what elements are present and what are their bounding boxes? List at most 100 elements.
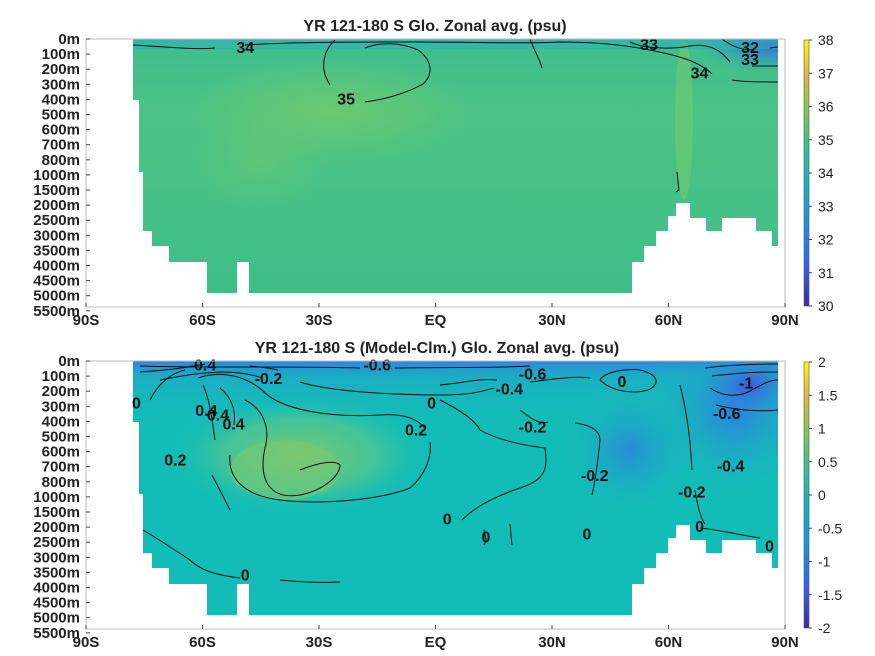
bottom-y-ticks: 0m100m200m300m400m500m600m700m800m1000m1…: [33, 353, 90, 642]
top-heatmap: [133, 39, 778, 293]
top-y-tick-label: 300m: [42, 76, 80, 93]
top-x-tick-label: 30S: [306, 312, 333, 329]
bottom-y-tick-label: 200m: [42, 383, 80, 400]
bottom-x-tick-label: 90N: [771, 634, 799, 651]
top-colorbar-tick-label: 33: [818, 198, 834, 214]
top-y-tick-label: 2000m: [33, 197, 80, 214]
bottom-y-tick-label: 5000m: [33, 610, 80, 627]
top-y-tick-label: 3500m: [33, 242, 80, 259]
bottom-y-tick-label: 4500m: [33, 595, 80, 612]
bottom-contour-label: 0.4: [195, 403, 217, 420]
bottom-y-tick-label: 0m: [58, 353, 80, 370]
top-colorbar-tick-label: 35: [818, 132, 834, 148]
top-contour-north: [675, 171, 680, 193]
bottom-contour-arctic: [704, 363, 779, 412]
top-contour-33: [629, 41, 778, 67]
bottom-colorbar-tick-label: 0: [818, 487, 826, 503]
top-y-tick-label: 2500m: [33, 212, 80, 229]
top-y-tick-label: 800m: [42, 152, 80, 169]
bottom-contours: [139, 363, 779, 583]
top-contour-34: [132, 41, 779, 83]
bottom-y-tick-label: 2500m: [33, 534, 80, 551]
top-contour-eq: [529, 38, 543, 69]
bottom-contour-label: 0.2: [405, 422, 427, 439]
bottom-contour-label: -0.2: [581, 468, 609, 485]
bottom-contour-label: -0.4: [717, 459, 745, 476]
bottom-contour-label: 0: [427, 395, 436, 412]
bottom-contour-02: [202, 384, 231, 511]
top-y-ticks: 0m100m200m300m400m500m600m700m800m1000m1…: [33, 31, 90, 320]
top-salty-core-south: [190, 110, 330, 210]
top-colorbar-ticks: 38 37 36 35 34 33 32 31 30: [809, 32, 834, 314]
bottom-colorbar-ticks: 2 1.5 1 0.5 0 -0.5 -1 -1.5 -2: [809, 354, 842, 636]
top-y-tick-label: 700m: [42, 137, 80, 154]
bottom-y-tick-label: 600m: [42, 444, 80, 461]
top-y-tick-label: 1500m: [33, 182, 80, 199]
bottom-colorbar-tick-label: 1.5: [818, 387, 838, 403]
bottom-x-ticks: 90S 60S 30S EQ 30N 60N 90N: [73, 625, 799, 651]
bottom-colorbar-tick-label: 1: [818, 421, 826, 437]
top-y-tick-label: 100m: [42, 46, 80, 63]
top-y-tick-label: 600m: [42, 122, 80, 139]
top-y-tick-label: 3000m: [33, 227, 80, 244]
bottom-colorbar-gradient: [803, 361, 810, 629]
bottom-y-tick-label: 700m: [42, 459, 80, 476]
top-colorbar: 38 37 36 35 34 33 32 31 30: [803, 32, 834, 314]
bottom-x-tick-label: 90S: [73, 634, 100, 651]
bottom-contour-label: -0.4: [189, 358, 217, 375]
bottom-y-tick-label: 400m: [42, 413, 80, 430]
bottom-contour-0-south: [142, 529, 341, 583]
bottom-colorbar-tick-label: -0.5: [818, 520, 842, 536]
bottom-contour-label: -0.2: [678, 484, 706, 501]
bottom-contour-deep: [483, 523, 761, 546]
bottom-y-tick-label: 4000m: [33, 580, 80, 597]
bottom-contour-label: 0: [765, 539, 774, 556]
top-x-ticks: 90S 60S 30S EQ 30N 60N 90N: [73, 303, 799, 329]
bottom-contour-label: 0: [695, 519, 704, 536]
top-contour-label: 34: [236, 40, 254, 57]
top-y-tick-label: 0m: [58, 31, 80, 48]
bottom-contour-label: -0.2: [519, 419, 547, 436]
bottom-contour-labels: -0.4-0.2-0.6-0.6-0.4 0 -1-0.60 0.40.40.400.…: [132, 358, 774, 585]
bottom-contour-label: 0.4: [207, 407, 229, 424]
top-y-tick-label: 4500m: [33, 273, 80, 290]
bottom-y-tick-label: 1500m: [33, 504, 80, 521]
bottom-chart-title: YR 121-180 S (Model-Clm.) Glo. Zonal avg…: [255, 340, 620, 357]
bottom-panel: YR 121-180 S (Model-Clm.) Glo. Zonal avg…: [33, 340, 842, 651]
bottom-contour-label: 0.2: [164, 453, 186, 470]
top-contours: [132, 38, 779, 193]
top-colorbar-tick-label: 34: [818, 165, 834, 181]
top-surface-strip: [133, 39, 778, 49]
top-colorbar-tick-label: 31: [818, 265, 834, 281]
top-colorbar-tick-label: 30: [818, 298, 834, 314]
bottom-colorbar-tick-label: -2: [818, 620, 831, 636]
bottom-contour-label: 0: [443, 512, 452, 529]
top-y-tick-label: 200m: [42, 61, 80, 78]
bottom-x-tick-label: 60N: [655, 634, 683, 651]
bottom-contour-neg02-north: [679, 384, 706, 525]
top-panel: YR 121-180 S Glo. Zonal avg. (psu) 34353…: [33, 18, 834, 329]
top-y-tick-label: 400m: [42, 91, 80, 108]
bottom-contour-label: 0: [482, 530, 491, 547]
bottom-contour-neg04-west: [139, 363, 279, 373]
top-y-tick-label: 500m: [42, 107, 80, 124]
bottom-y-tick-label: 2000m: [33, 519, 80, 536]
bottom-contour-label: 0.4: [222, 416, 244, 433]
top-contour-label: 34: [691, 66, 709, 83]
bottom-y-tick-label: 100m: [42, 368, 80, 385]
top-contour-label: 33: [640, 37, 658, 54]
top-x-tick-label: 90S: [73, 312, 100, 329]
bottom-arctic-core: [705, 361, 778, 415]
bottom-y-tick-label: 3000m: [33, 549, 80, 566]
bottom-y-tick-label: 800m: [42, 474, 80, 491]
top-x-tick-label: EQ: [425, 312, 447, 329]
bottom-contour-neg02: [159, 371, 495, 396]
top-colorbar-tick-label: 36: [818, 99, 834, 115]
top-y-tick-label: 5000m: [33, 288, 80, 305]
bottom-colorbar: 2 1.5 1 0.5 0 -0.5 -1 -1.5 -2: [803, 354, 842, 636]
bottom-contour-label: -0.6: [713, 406, 741, 423]
top-x-tick-label: 60S: [189, 312, 216, 329]
bottom-colorbar-tick-label: -1: [818, 554, 831, 570]
